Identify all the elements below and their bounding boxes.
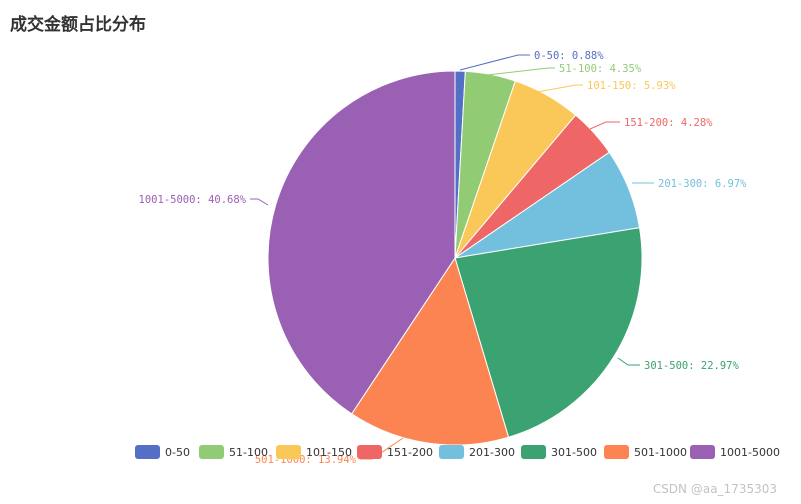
- legend-swatch: [276, 445, 301, 459]
- slice-label-1001-5000: 1001-5000: 40.68%: [139, 194, 247, 206]
- pie-slice-501-1000[interactable]: [350, 256, 510, 446]
- leader-line-301-500: [617, 357, 640, 366]
- leader-line-501-1000: [360, 437, 404, 460]
- legend-swatch: [521, 445, 546, 459]
- slice-label-151-200: 151-200: 4.28%: [624, 117, 713, 129]
- legend-item-1001-5000[interactable]: 1001-5000: [690, 443, 780, 461]
- legend-item-501-1000[interactable]: 501-1000: [604, 443, 687, 461]
- legend-label: 501-1000: [634, 445, 687, 459]
- chart-title: 成交金额占比分布: [10, 15, 146, 35]
- legend-label: 201-300: [469, 445, 515, 459]
- legend-item-101-150[interactable]: 101-150: [276, 443, 352, 461]
- legend-swatch: [439, 445, 464, 459]
- chart-legend: 0-50 51-100 101-150 151-200 201-300 301-500 50…: [0, 443, 801, 461]
- legend-item-301-500[interactable]: 301-500: [521, 443, 597, 461]
- legend-item-201-300[interactable]: 201-300: [439, 443, 515, 461]
- slice-label-101-150: 101-150: 5.93%: [587, 80, 676, 92]
- legend-label: 101-150: [306, 445, 352, 459]
- legend-label: 1001-5000: [720, 445, 780, 459]
- label-leader-lines: [250, 54, 654, 460]
- slice-label-201-300: 201-300: 6.97%: [658, 178, 747, 190]
- slice-label-0-50: 0-50: 0.88%: [534, 50, 604, 62]
- legend-swatch: [357, 445, 382, 459]
- leader-line-51-100: [486, 67, 555, 76]
- legend-swatch: [135, 445, 160, 459]
- pie-slice-1001-5000[interactable]: [267, 70, 456, 415]
- leader-line-101-150: [536, 84, 583, 93]
- legend-swatch: [690, 445, 715, 459]
- leader-line-1001-5000: [250, 198, 269, 206]
- legend-label: 0-50: [165, 445, 190, 459]
- pie-slice-301-500[interactable]: [454, 227, 643, 438]
- slice-label-301-500: 301-500: 22.97%: [644, 360, 740, 372]
- legend-item-151-200[interactable]: 151-200: [357, 443, 433, 461]
- legend-item-0-50[interactable]: 0-50: [135, 443, 190, 461]
- legend-swatch: [199, 445, 224, 459]
- leader-line-151-200: [589, 121, 620, 130]
- legend-label: 301-500: [551, 445, 597, 459]
- legend-swatch: [604, 445, 629, 459]
- slice-labels: 0-50: 0.88%51-100: 4.35% 101-150: 5.93% 15…: [139, 50, 748, 466]
- watermark: CSDN @aa_1735303: [652, 482, 777, 496]
- slice-label-51-100: 51-100: 4.35%: [559, 63, 642, 75]
- pie-slices: [267, 70, 643, 446]
- legend-label: 51-100: [229, 445, 268, 459]
- leader-line-0-50: [459, 54, 530, 71]
- legend-item-51-100[interactable]: 51-100: [199, 443, 268, 461]
- legend-label: 151-200: [387, 445, 433, 459]
